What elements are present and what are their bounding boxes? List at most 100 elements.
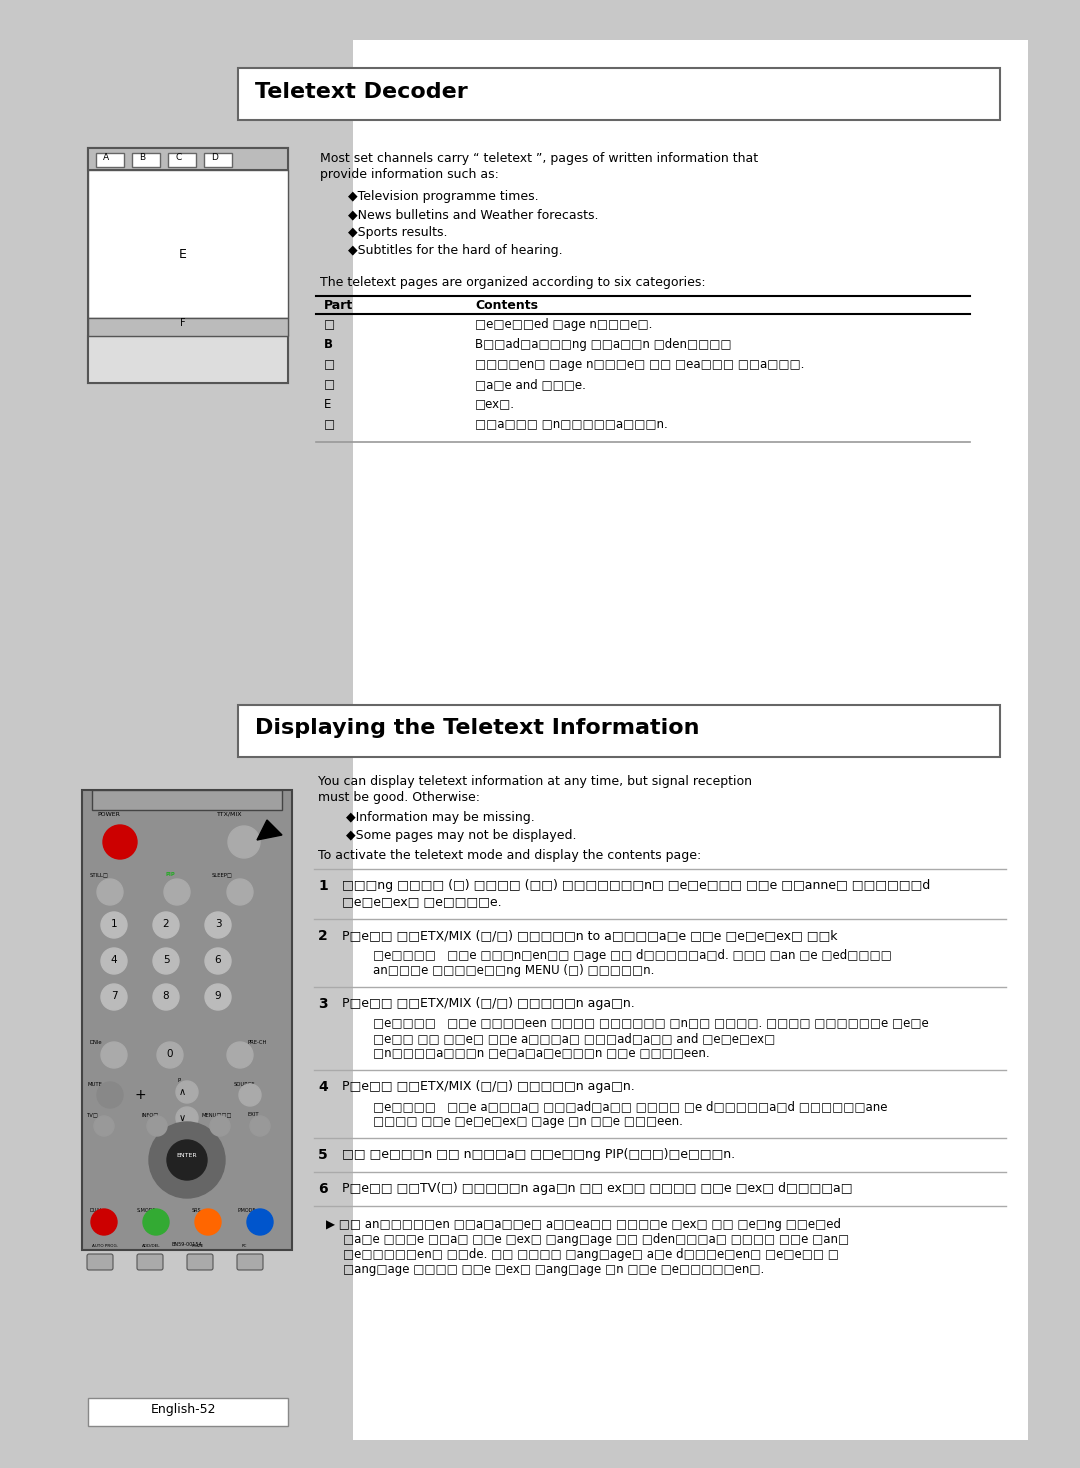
Text: □□ □e□□□n □□ n□□□a□ □□e□□ng PIP(□□□)□e□□□n.: □□ □e□□□n □□ n□□□a□ □□e□□ng PIP(□□□)□e□□… — [342, 1148, 735, 1161]
Text: Contents: Contents — [475, 299, 538, 313]
Text: PRE-CH: PRE-CH — [247, 1039, 267, 1045]
Circle shape — [153, 984, 179, 1010]
Text: F: F — [180, 319, 186, 327]
Text: □: □ — [324, 377, 335, 390]
FancyBboxPatch shape — [87, 148, 288, 170]
Text: To activate the teletext mode and display the contents page:: To activate the teletext mode and displa… — [318, 849, 701, 862]
Circle shape — [227, 1042, 253, 1069]
FancyBboxPatch shape — [168, 153, 195, 167]
Text: INFO□: INFO□ — [141, 1111, 160, 1117]
Text: D: D — [211, 153, 218, 161]
Circle shape — [102, 912, 127, 938]
Circle shape — [164, 879, 190, 904]
Circle shape — [239, 1083, 261, 1105]
Circle shape — [228, 826, 260, 857]
Text: ◆Information may be missing.: ◆Information may be missing. — [346, 810, 535, 824]
Text: Most set channels carry “ teletext ”, pages of written information that: Most set channels carry “ teletext ”, pa… — [320, 153, 758, 164]
FancyBboxPatch shape — [238, 705, 1000, 757]
Text: □a□e and □□□e.: □a□e and □□□e. — [475, 377, 585, 390]
Text: □ang□age □□□□ □□e □ex□ □ang□age □n □□e □e□□□□□en□.: □ang□age □□□□ □□e □ex□ □ang□age □n □□e □… — [343, 1262, 765, 1276]
FancyBboxPatch shape — [92, 790, 282, 810]
Text: P: P — [177, 1078, 180, 1083]
Text: 5: 5 — [318, 1148, 327, 1163]
Circle shape — [102, 948, 127, 973]
Text: □: □ — [324, 319, 335, 330]
Text: provide information such as:: provide information such as: — [320, 167, 499, 181]
Text: 7: 7 — [110, 991, 118, 1001]
Circle shape — [227, 879, 253, 904]
Text: □n□□□□a□□□n □e□a□a□e□□□n □□e □□□□een.: □n□□□□a□□□n □e□a□a□e□□□n □□e □□□□een. — [373, 1047, 710, 1060]
Text: 6: 6 — [318, 1182, 327, 1196]
Text: 9: 9 — [215, 991, 221, 1001]
FancyBboxPatch shape — [87, 319, 288, 336]
Text: You can display teletext information at any time, but signal reception: You can display teletext information at … — [318, 775, 752, 788]
Text: □e□□□□□en□ □□de. □□ □□□□ □ang□age□ a□e d□□□e□en□ □e□e□□ □: □e□□□□□en□ □□de. □□ □□□□ □ang□age□ a□e d… — [343, 1248, 839, 1261]
Text: 3: 3 — [318, 997, 327, 1011]
Text: SRS: SRS — [192, 1208, 202, 1213]
Text: DUAL: DUAL — [90, 1208, 104, 1213]
Text: SLEEP□: SLEEP□ — [212, 872, 233, 876]
Text: □□a□□□ □n□□□□□a□□□n.: □□a□□□ □n□□□□□a□□□n. — [475, 418, 667, 432]
Text: BN59-00154: BN59-00154 — [172, 1242, 202, 1246]
FancyBboxPatch shape — [204, 153, 232, 167]
Text: 2: 2 — [318, 929, 327, 942]
Text: □e□e□□ed □age n□□□e□.: □e□e□□ed □age n□□□e□. — [475, 319, 652, 330]
Text: □a□e □□□e □□a□ □□e □ex□ □ang□age □□ □den□□□a□ □□□□ □□e □an□: □a□e □□□e □□a□ □□e □ex□ □ang□age □□ □den… — [343, 1233, 849, 1246]
Text: 2: 2 — [163, 919, 170, 929]
Text: □e□□□□   □□e □□□n□en□□ □age □□ d□□□□□a□d. □□□ □an □e □ed□□□□: □e□□□□ □□e □□□n□en□□ □age □□ d□□□□□a□d. … — [373, 948, 892, 962]
Text: E: E — [179, 248, 187, 261]
Text: B□□ad□a□□□ng □□a□□n □den□□□□: B□□ad□a□□□ng □□a□□n □den□□□□ — [475, 338, 731, 351]
Text: SOURCE: SOURCE — [234, 1082, 256, 1086]
FancyBboxPatch shape — [68, 40, 1028, 1440]
Text: TV□: TV□ — [87, 1111, 99, 1117]
FancyBboxPatch shape — [82, 790, 292, 1249]
Text: +: + — [134, 1088, 146, 1102]
Circle shape — [97, 879, 123, 904]
Text: ◆News bulletins and Weather forecasts.: ◆News bulletins and Weather forecasts. — [348, 208, 598, 222]
FancyBboxPatch shape — [238, 68, 1000, 120]
Circle shape — [176, 1080, 198, 1102]
Text: 5: 5 — [163, 956, 170, 964]
FancyBboxPatch shape — [187, 1254, 213, 1270]
Circle shape — [102, 984, 127, 1010]
Circle shape — [153, 948, 179, 973]
Circle shape — [149, 1122, 225, 1198]
Text: ◆Television programme times.: ◆Television programme times. — [348, 189, 539, 203]
Text: P□e□□ □□ETX/MIX (□/□) □□□□□n aga□n.: P□e□□ □□ETX/MIX (□/□) □□□□□n aga□n. — [342, 997, 635, 1010]
Text: 4: 4 — [110, 956, 118, 964]
Text: □e□□□□   □□e □□□□een □□□□ □□□□□□ □n□□ □□□□. □□□□ □□□□□□e □e□e: □e□□□□ □□e □□□□een □□□□ □□□□□□ □n□□ □□□□… — [373, 1017, 929, 1031]
Circle shape — [247, 1210, 273, 1235]
Text: ENTER: ENTER — [177, 1152, 198, 1158]
FancyBboxPatch shape — [137, 1254, 163, 1270]
FancyBboxPatch shape — [87, 1398, 288, 1425]
Text: B: B — [324, 338, 333, 351]
Text: ◆Subtitles for the hard of hearing.: ◆Subtitles for the hard of hearing. — [348, 244, 563, 257]
Circle shape — [176, 1107, 198, 1129]
Text: ◆Sports results.: ◆Sports results. — [348, 226, 447, 239]
Circle shape — [157, 1042, 183, 1069]
Text: 6: 6 — [215, 956, 221, 964]
Text: STILL□: STILL□ — [90, 872, 109, 876]
Text: an□□□e □□□□e□□ng MENU (□) □□□□□n.: an□□□e □□□□e□□ng MENU (□) □□□□□n. — [373, 964, 654, 978]
Text: □e□□□□   □□e a□□□a□ □□□ad□a□□ □□□□ □e d□□□□□a□d □□□□□□ane: □e□□□□ □□e a□□□a□ □□□ad□a□□ □□□□ □e d□□□… — [373, 1100, 888, 1113]
FancyBboxPatch shape — [237, 1254, 264, 1270]
Text: ◆Some pages may not be displayed.: ◆Some pages may not be displayed. — [346, 829, 577, 843]
Circle shape — [102, 1042, 127, 1069]
Circle shape — [249, 1116, 270, 1136]
FancyBboxPatch shape — [87, 336, 288, 383]
Circle shape — [97, 1082, 123, 1108]
Text: POWER: POWER — [97, 812, 120, 818]
Text: P□e□□ □□ETX/MIX (□/□) □□□□□n to a□□□□a□e □□e □e□e□ex□ □□k: P□e□□ □□ETX/MIX (□/□) □□□□□n to a□□□□a□e… — [342, 929, 837, 942]
FancyBboxPatch shape — [96, 153, 124, 167]
Polygon shape — [257, 821, 282, 840]
Circle shape — [103, 825, 137, 859]
Text: PC: PC — [242, 1243, 247, 1248]
Text: MENU□□□: MENU□□□ — [202, 1111, 232, 1117]
Text: P.SIZE: P.SIZE — [192, 1243, 204, 1248]
Text: □e□e□ex□ □e□□□□e.: □e□e□ex□ □e□□□□e. — [342, 895, 501, 909]
Circle shape — [195, 1210, 221, 1235]
Circle shape — [147, 1116, 167, 1136]
Circle shape — [91, 1210, 117, 1235]
Text: E: E — [324, 398, 332, 411]
Text: 4: 4 — [318, 1080, 327, 1094]
